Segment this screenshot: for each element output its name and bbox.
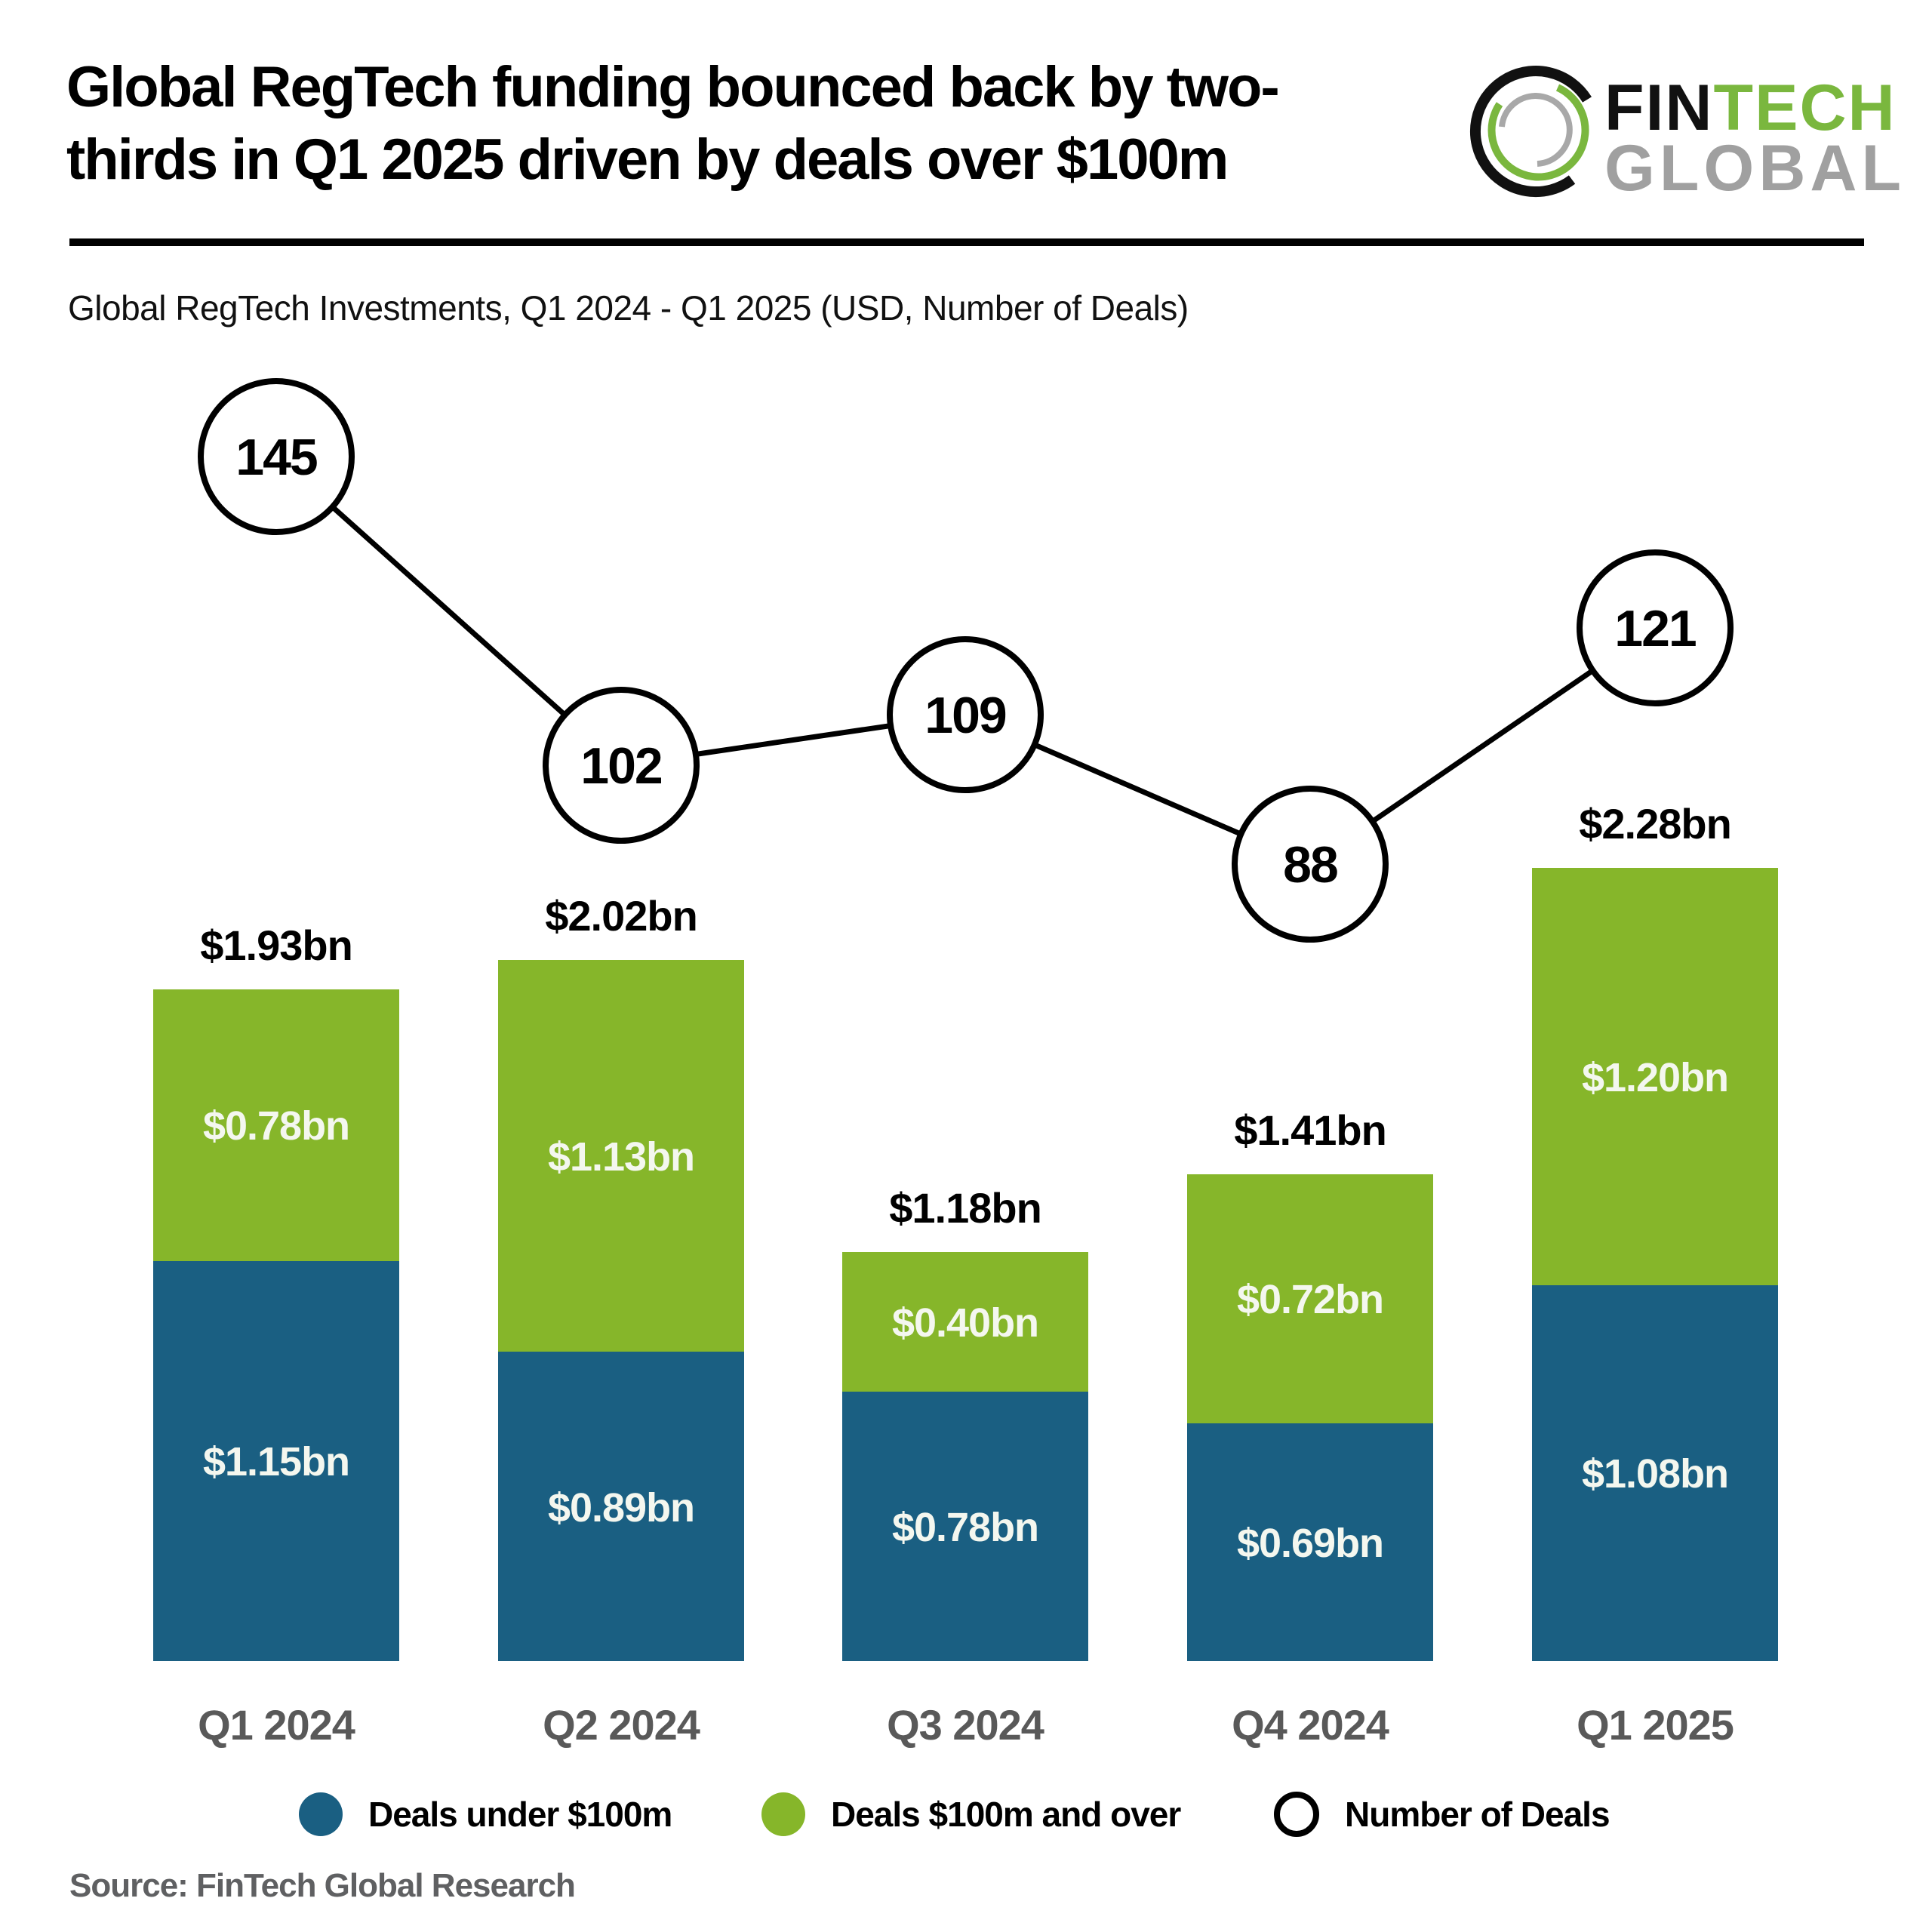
legend-item-number-of-deals[interactable]: Number of Deals [1274,1790,1611,1838]
bar-under-label: $0.78bn [892,1505,1038,1550]
chart-title-line-1: Global RegTech funding bounced back by t… [66,55,1280,119]
bar-over-label: $0.72bn [1237,1277,1383,1322]
bar-group-q1-2024: $1.93bn $0.78bn $1.15bn Q1 2024 [153,921,399,1749]
bar-over-label: $1.20bn [1582,1055,1728,1100]
bar-total-label: $2.02bn [545,892,697,940]
bar-group-q4-2024: $1.41bn $0.72bn $0.69bn Q4 2024 [1187,1106,1433,1749]
bar-total-label: $2.28bn [1579,800,1731,848]
deal-count-label: 145 [235,429,317,486]
bar-over-label: $0.40bn [892,1300,1038,1346]
bar-under-label: $1.08bn [1582,1451,1728,1497]
legend-item-under-100m[interactable]: Deals under $100m [299,1790,672,1838]
bar-segment-over-100m[interactable] [153,989,399,1261]
x-axis-label: Q1 2024 [198,1701,355,1749]
bar-over-label: $0.78bn [203,1103,349,1149]
bar-segment-under-100m[interactable] [1187,1423,1433,1661]
bar-under-label: $0.89bn [548,1485,694,1531]
deal-count-label: 102 [580,737,662,795]
source-note: Source: FinTech Global Research [69,1867,576,1904]
bar-over-label: $1.13bn [548,1134,694,1180]
logo-wordmark-global: GLOBAL [1604,132,1906,205]
chart-title: Global RegTech funding bounced back by t… [66,51,1470,196]
title-divider [69,238,1864,246]
blue-dot-icon [299,1792,343,1836]
deal-count-label: 121 [1614,600,1696,657]
bar-total-label: $1.93bn [200,921,352,969]
bar-segment-over-100m[interactable] [1532,868,1778,1285]
green-dot-icon [761,1792,805,1836]
bar-segment-under-100m[interactable] [1532,1285,1778,1661]
ring-icon [1274,1792,1319,1837]
deal-marker-q1-2024[interactable]: 145 [198,378,355,535]
bar-group-q1-2025: $2.28bn $1.20bn $1.08bn Q1 2025 [1532,800,1778,1749]
bar-group-q3-2024: $1.18bn $0.40bn $0.78bn Q3 2024 [842,1184,1088,1749]
bar-total-label: $1.18bn [889,1184,1041,1232]
deal-marker-q2-2024[interactable]: 102 [543,687,700,844]
legend-item-over-100m[interactable]: Deals $100m and over [761,1790,1181,1838]
bar-segment-under-100m[interactable] [498,1352,744,1661]
bar-under-label: $0.69bn [1237,1521,1383,1566]
legend-label: Deals $100m and over [831,1795,1181,1834]
bar-under-label: $1.15bn [203,1439,349,1484]
chart-title-line-2: thirds in Q1 2025 driven by deals over $… [66,128,1229,192]
bar-segment-over-100m[interactable] [498,960,744,1352]
x-axis-label: Q3 2024 [887,1701,1044,1749]
deal-marker-q4-2024[interactable]: 88 [1232,786,1389,943]
chart-legend: Deals under $100m Deals $100m and over N… [0,1790,1932,1838]
logo-wordmark-fintech: FINTECH [1604,72,1897,144]
fintech-global-rings-icon [1469,66,1592,198]
bar-segment-under-100m[interactable] [153,1261,399,1661]
bar-segment-over-100m[interactable] [1187,1174,1433,1423]
chart-subtitle: Global RegTech Investments, Q1 2024 - Q1… [68,288,1189,328]
x-axis-label: Q1 2025 [1577,1701,1734,1749]
deal-marker-q1-2025[interactable]: 121 [1577,549,1734,706]
fintech-global-logo: FINTECH GLOBAL [1464,60,1901,204]
x-axis-label: Q2 2024 [543,1701,700,1749]
deal-marker-q3-2024[interactable]: 109 [887,636,1044,793]
deal-count-label: 109 [924,687,1006,744]
bar-group-q2-2024: $2.02bn $1.13bn $0.89bn Q2 2024 [498,892,744,1749]
bar-segment-under-100m[interactable] [842,1392,1088,1661]
legend-label: Deals under $100m [368,1795,672,1834]
bar-total-label: $1.41bn [1234,1106,1386,1154]
x-axis-label: Q4 2024 [1232,1701,1389,1749]
legend-label: Number of Deals [1345,1795,1611,1834]
deal-count-label: 88 [1283,836,1337,894]
bar-segment-over-100m[interactable] [842,1252,1088,1392]
